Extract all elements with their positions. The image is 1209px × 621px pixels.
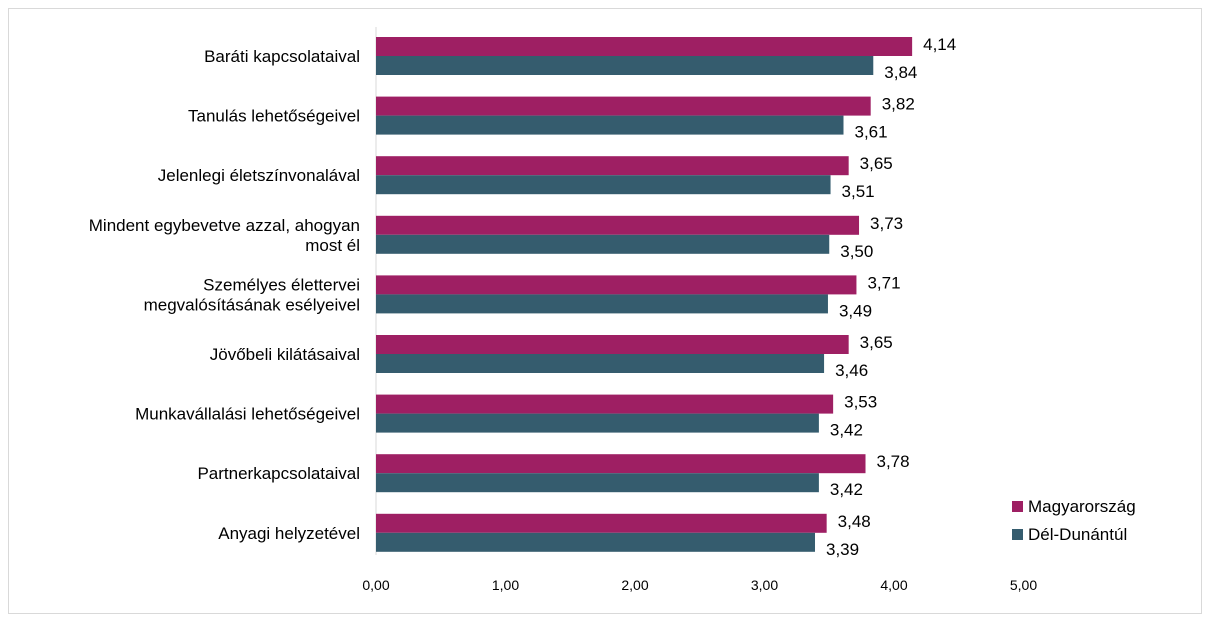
legend-swatch xyxy=(1012,501,1023,512)
category-label: megvalósításának esélyeivel xyxy=(144,295,360,314)
data-label: 3,50 xyxy=(840,242,873,261)
category-label: Mindent egybevetve azzal, ahogyan xyxy=(89,216,360,235)
data-label: 3,42 xyxy=(830,480,863,499)
category-label: Baráti kapcsolataival xyxy=(204,47,360,66)
category-label: Személyes élettervei xyxy=(203,275,360,294)
data-label: 3,46 xyxy=(835,361,868,380)
data-label: 3,65 xyxy=(860,333,893,352)
data-label: 3,61 xyxy=(854,123,887,142)
category-label: most él xyxy=(305,236,360,255)
category-label: Anyagi helyzetével xyxy=(218,524,360,543)
bar xyxy=(376,37,913,56)
x-tick-label: 3,00 xyxy=(751,577,778,593)
bar xyxy=(376,394,834,414)
bar xyxy=(376,275,857,295)
bar xyxy=(376,513,827,533)
data-label: 3,42 xyxy=(830,421,863,440)
legend-entry: Magyarország xyxy=(1028,497,1136,516)
category-label: Tanulás lehetőségeivel xyxy=(188,107,360,126)
bar xyxy=(376,294,828,314)
data-label: 3,53 xyxy=(844,393,877,412)
bar xyxy=(376,234,830,254)
bar xyxy=(376,215,860,235)
bar xyxy=(376,335,849,354)
x-tick-label: 0,00 xyxy=(362,577,389,593)
bar xyxy=(376,473,819,493)
data-label: 3,78 xyxy=(877,452,910,471)
bar xyxy=(376,56,874,75)
data-label: 3,84 xyxy=(884,63,917,82)
bar xyxy=(376,156,849,176)
bar xyxy=(376,354,825,373)
x-tick-label: 4,00 xyxy=(880,577,907,593)
bar xyxy=(376,96,871,116)
bar xyxy=(376,454,866,474)
data-label: 3,71 xyxy=(867,273,900,292)
data-label: 3,73 xyxy=(870,214,903,233)
bar xyxy=(376,413,819,433)
data-label: 3,48 xyxy=(838,512,871,531)
data-label: 3,82 xyxy=(882,95,915,114)
bar xyxy=(376,115,844,135)
legend-entry: Dél-Dunántúl xyxy=(1028,525,1127,544)
x-tick-label: 1,00 xyxy=(492,577,519,593)
bar xyxy=(376,532,816,552)
x-tick-label: 2,00 xyxy=(621,577,648,593)
bar xyxy=(376,175,831,195)
data-label: 4,14 xyxy=(923,35,956,54)
category-label: Jövőbeli kilátásaival xyxy=(210,345,360,364)
data-label: 3,65 xyxy=(860,154,893,173)
category-label: Jelenlegi életszínvonalával xyxy=(158,166,360,185)
data-label: 3,49 xyxy=(839,301,872,320)
x-tick-label: 5,00 xyxy=(1010,577,1037,593)
data-label: 3,51 xyxy=(842,182,875,201)
category-label: Partnerkapcsolataival xyxy=(197,464,360,483)
category-label: Munkavállalási lehetőségeivel xyxy=(135,405,360,424)
legend-swatch xyxy=(1012,529,1023,540)
data-label: 3,39 xyxy=(826,540,859,559)
